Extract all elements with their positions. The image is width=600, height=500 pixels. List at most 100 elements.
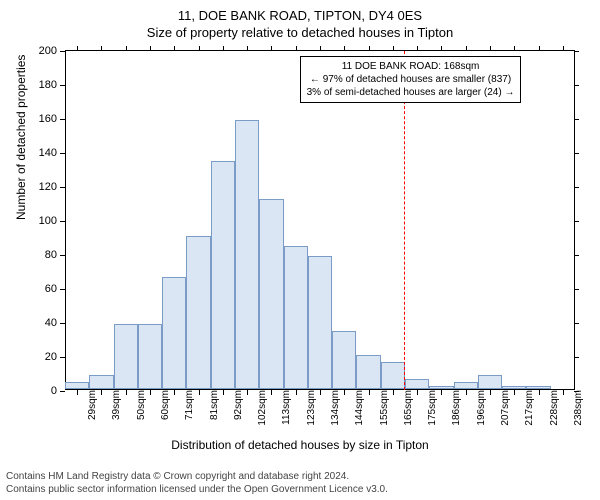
x-tick-label: 102sqm xyxy=(251,390,268,426)
x-tick-label: 155sqm xyxy=(373,390,390,426)
x-tick xyxy=(514,390,515,395)
histogram-bar xyxy=(259,199,283,389)
y-tick xyxy=(574,323,579,324)
x-tick xyxy=(320,46,321,51)
y-tick xyxy=(574,255,579,256)
x-tick xyxy=(369,390,370,395)
x-tick xyxy=(223,46,224,51)
x-tick-label: 186sqm xyxy=(445,390,462,426)
x-tick xyxy=(539,390,540,395)
histogram-bar xyxy=(211,161,235,389)
x-tick xyxy=(150,390,151,395)
page-subtitle: Size of property relative to detached ho… xyxy=(0,23,600,40)
x-tick-label: 175sqm xyxy=(421,390,438,426)
histogram-bar xyxy=(138,324,162,389)
chart-plot-area: 02040608010012014016018020029sqm39sqm50s… xyxy=(65,50,575,390)
annotation-line: 11 DOE BANK ROAD: 168sqm xyxy=(307,60,515,73)
x-tick xyxy=(150,46,151,51)
x-tick-label: 134sqm xyxy=(324,390,341,426)
page-title: 11, DOE BANK ROAD, TIPTON, DY4 0ES xyxy=(0,0,600,23)
x-tick xyxy=(417,390,418,395)
x-tick xyxy=(417,46,418,51)
y-tick-label: 200 xyxy=(39,45,65,57)
x-tick-label: 81sqm xyxy=(203,390,220,420)
x-tick xyxy=(174,390,175,395)
y-tick-label: 60 xyxy=(45,283,65,295)
x-tick-label: 71sqm xyxy=(178,390,195,420)
x-tick xyxy=(393,46,394,51)
y-tick xyxy=(574,187,579,188)
x-tick xyxy=(466,390,467,395)
x-tick-label: 238sqm xyxy=(567,390,584,426)
y-tick xyxy=(574,221,579,222)
x-tick xyxy=(77,46,78,51)
histogram-bar xyxy=(429,386,453,389)
histogram-bar xyxy=(502,386,526,389)
x-tick xyxy=(296,46,297,51)
x-tick xyxy=(271,46,272,51)
x-tick-label: 228sqm xyxy=(543,390,560,426)
x-tick xyxy=(514,46,515,51)
y-axis-line xyxy=(65,51,66,390)
y-tick-label: 160 xyxy=(39,113,65,125)
x-tick xyxy=(344,390,345,395)
histogram-bar xyxy=(89,375,113,389)
x-tick xyxy=(563,390,564,395)
y-tick-label: 180 xyxy=(39,79,65,91)
histogram-bar xyxy=(235,120,259,389)
y-tick xyxy=(574,119,579,120)
y-tick xyxy=(574,357,579,358)
x-tick xyxy=(466,46,467,51)
x-tick-label: 144sqm xyxy=(348,390,365,426)
x-tick xyxy=(344,46,345,51)
x-tick xyxy=(441,46,442,51)
x-tick-label: 39sqm xyxy=(105,390,122,420)
histogram-bar xyxy=(114,324,138,389)
y-tick-label: 20 xyxy=(45,351,65,363)
x-tick xyxy=(393,390,394,395)
y-tick-label: 120 xyxy=(39,181,65,193)
x-tick xyxy=(296,390,297,395)
x-tick xyxy=(199,46,200,51)
annotation-line: ← 97% of detached houses are smaller (83… xyxy=(307,73,515,86)
y-tick-label: 140 xyxy=(39,147,65,159)
x-tick xyxy=(563,46,564,51)
x-tick-label: 196sqm xyxy=(470,390,487,426)
x-tick-label: 123sqm xyxy=(300,390,317,426)
histogram-bar xyxy=(65,382,89,389)
x-tick-label: 207sqm xyxy=(494,390,511,426)
y-tick-label: 80 xyxy=(45,249,65,261)
x-tick-label: 217sqm xyxy=(518,390,535,426)
x-tick xyxy=(199,390,200,395)
histogram-bar xyxy=(308,256,332,389)
x-tick-label: 60sqm xyxy=(154,390,171,420)
x-tick-label: 29sqm xyxy=(81,390,98,420)
x-tick xyxy=(126,46,127,51)
x-tick xyxy=(441,390,442,395)
histogram-bar xyxy=(162,277,186,389)
x-tick xyxy=(247,390,248,395)
histogram-bar xyxy=(381,362,405,389)
y-tick-label: 100 xyxy=(39,215,65,227)
x-tick xyxy=(320,390,321,395)
histogram-bar xyxy=(454,382,478,389)
y-tick-label: 0 xyxy=(51,385,65,397)
histogram-bar xyxy=(186,236,210,389)
x-tick xyxy=(101,46,102,51)
footer-line-1: Contains HM Land Registry data © Crown c… xyxy=(6,470,388,483)
y-tick-label: 40 xyxy=(45,317,65,329)
x-tick xyxy=(369,46,370,51)
footer-line-2: Contains public sector information licen… xyxy=(6,483,388,496)
x-tick xyxy=(490,46,491,51)
x-tick xyxy=(126,390,127,395)
histogram-bar xyxy=(356,355,380,389)
x-tick xyxy=(77,390,78,395)
y-tick xyxy=(574,153,579,154)
histogram-bar xyxy=(332,331,356,389)
annotation-line: 3% of semi-detached houses are larger (2… xyxy=(307,86,515,99)
y-tick xyxy=(574,85,579,86)
y-axis-title: Number of detached properties xyxy=(14,55,28,220)
x-tick xyxy=(247,46,248,51)
plot-box: 02040608010012014016018020029sqm39sqm50s… xyxy=(65,50,575,390)
x-tick-label: 50sqm xyxy=(130,390,147,420)
